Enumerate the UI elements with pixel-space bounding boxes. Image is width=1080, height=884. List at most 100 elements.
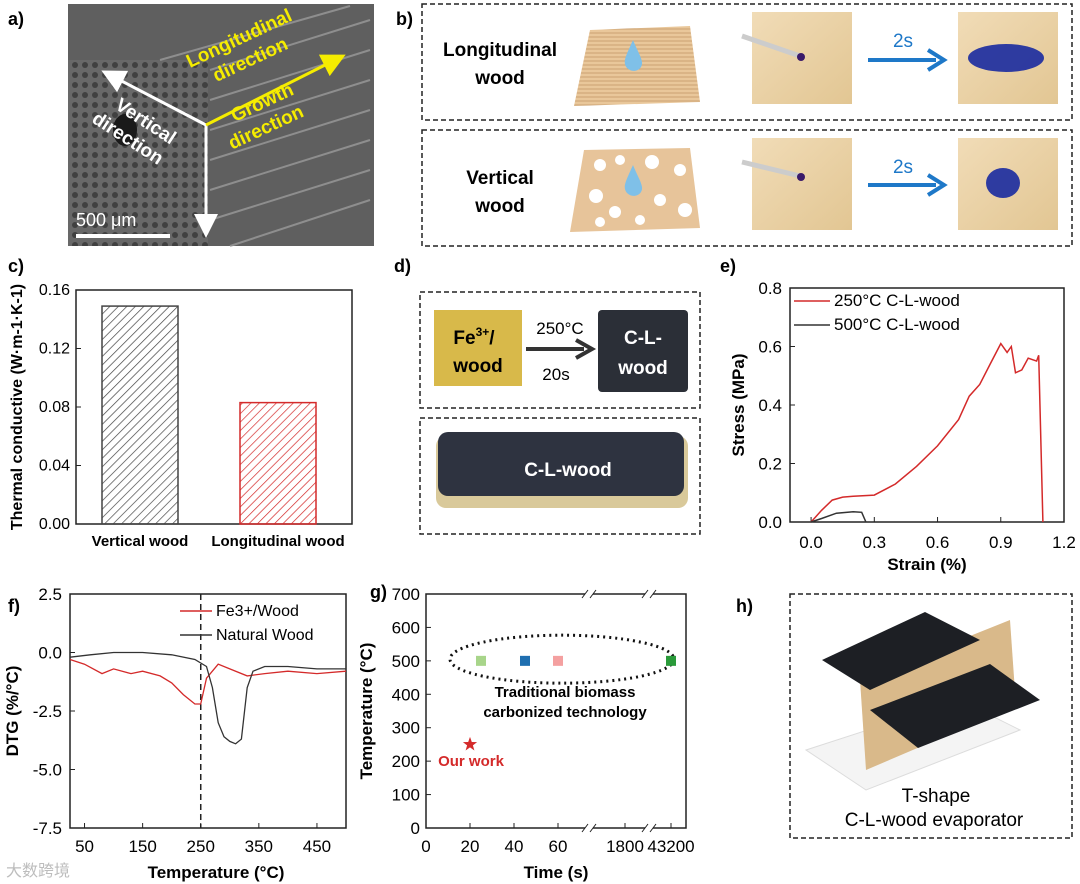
water-drop-icon-2	[624, 165, 643, 196]
square-marker-3	[666, 655, 676, 666]
series-line-e-0	[810, 342, 1044, 523]
fe-wood-sample	[434, 310, 522, 386]
vertical-photo-before	[752, 138, 852, 230]
chart-g: g) 0 100 200 300 400 500 600 700 0 20 40 60 1800 4320…	[357, 582, 695, 882]
water-drop-icon	[624, 40, 643, 71]
cl-wood-sheet-bottom	[870, 664, 1040, 748]
y-tick-label-e: 0.4	[758, 396, 782, 415]
evaporator-caption: T-shape C-L-wood evaporator	[845, 786, 1024, 831]
legend-label-f-1: Natural Wood	[216, 627, 314, 644]
x-tick-label-f: 250	[187, 837, 215, 856]
x-tick-label-f: 150	[128, 837, 156, 856]
y-tick-label-g: 200	[392, 752, 420, 771]
x-tick-label-e: 0.3	[862, 533, 886, 552]
process-box	[419, 291, 701, 409]
chart-c: c) 0.00 0.04 0.08 0.12 0.16 Vertical wood Long…	[8, 256, 353, 550]
square-marker-2	[553, 655, 563, 666]
x-tick-label-g: 43200	[647, 837, 694, 856]
y-tick-label-g: 700	[392, 585, 420, 604]
fe-wood-label: Fe3+/wood	[452, 325, 503, 377]
square-marker-1	[520, 655, 530, 666]
wetting-box-vertical	[421, 129, 1073, 247]
panel-label-d: d)	[394, 256, 411, 276]
legend-label-f-0: Fe3+/Wood	[216, 603, 299, 620]
our-work-label: Our work	[438, 753, 505, 770]
y-tick-label-g: 400	[392, 685, 420, 704]
panel-label-f: f)	[8, 596, 20, 616]
axis-break-top-0	[585, 590, 593, 598]
chart-f: f) 2.5 0.0 -2.5 -5.0 -7.5 50 150 250 350 450 Fe3+/…	[3, 585, 347, 882]
plot-frame-g	[425, 593, 687, 829]
chart-e: e) 0.0 0.2 0.4 0.6 0.8 0.0 0.3 0.6 0.9 1.2 250°C C…	[720, 256, 1076, 574]
sem-fibers	[159, 5, 371, 247]
cl-wood-sample	[598, 310, 688, 392]
star-marker	[462, 736, 478, 751]
x-tick-label-g: 1800	[606, 837, 644, 856]
process-temperature: 250°C	[536, 319, 583, 338]
panel-b: b) Longitudinal wood Vertical wood 2s 2s	[396, 3, 1073, 247]
panel-label-c: c)	[8, 256, 24, 276]
ink-spread-vertical	[986, 168, 1020, 198]
pipette-icon	[741, 33, 801, 59]
y-axis-label-e: Stress (MPa)	[729, 354, 748, 457]
panel-label-h: h)	[736, 596, 753, 616]
sem-pore	[113, 114, 137, 146]
vertical-direction-arrow	[101, 70, 207, 127]
vertical-wood-label: Vertical wood	[466, 168, 534, 217]
traditional-annotation: Traditional biomass carbonized technology	[483, 684, 647, 721]
y-tick-label-c: 0.16	[39, 282, 70, 299]
y-tick-label-g: 600	[392, 618, 420, 637]
x-tick-label-f: 450	[303, 837, 331, 856]
panel-d: d) Fe3+/wood 250°C 20s C-L-wood C-L-wood	[394, 256, 701, 535]
wetting-box-longitudinal	[421, 3, 1073, 121]
break-mark-top-0	[581, 589, 597, 599]
break-mark-bottom-0	[581, 823, 597, 833]
x-tick-label-e: 0.6	[926, 533, 950, 552]
x-tick-label-g: 0	[421, 837, 430, 856]
cl-wood-label: C-L-wood	[617, 328, 668, 379]
ink-spread-longitudinal	[968, 44, 1044, 72]
series-line-f-1	[69, 651, 346, 745]
bar-0	[101, 305, 179, 525]
panel-h: h) T-shape C-L-wood evaporator	[736, 593, 1073, 839]
break-mark-top-1	[641, 589, 657, 599]
x-tick-label-g: 20	[461, 837, 480, 856]
panel-label-a: a)	[8, 9, 24, 29]
scale-label: 500 μm	[76, 210, 136, 230]
process-time: 20s	[542, 365, 569, 384]
panel-a: a) Longitudinaldirection Growthdirection…	[8, 4, 374, 247]
panel-label-g: g)	[370, 582, 387, 602]
vertical-wood-pores	[589, 155, 692, 227]
watermark: 大数跨境	[6, 861, 70, 880]
x-axis-label-f: Temperature (°C)	[148, 863, 285, 882]
time-label-1: 2s	[893, 31, 913, 52]
photo-box	[419, 417, 701, 535]
y-tick-label-g: 500	[392, 652, 420, 671]
y-axis-label-c: Thermal conductive (W·m-1·K-1)	[9, 284, 26, 530]
square-marker-0	[476, 655, 486, 666]
axis-break-top-1	[645, 590, 653, 598]
longitudinal-wood-label: Longitudinal wood	[443, 40, 557, 89]
panel-label-e: e)	[720, 256, 736, 276]
cl-wood-sheet-top	[822, 612, 980, 690]
x-axis-label-g: Time (s)	[524, 863, 589, 882]
series-line-f-0	[69, 658, 347, 705]
time-label-2: 2s	[893, 157, 913, 178]
y-tick-label-e: 0.6	[758, 338, 782, 357]
y-tick-label-f: 2.5	[38, 585, 62, 604]
x-tick-label-g: 60	[549, 837, 568, 856]
y-tick-label-e: 0.2	[758, 455, 782, 474]
cl-wood-top	[438, 432, 684, 496]
y-tick-label-e: 0.0	[758, 513, 782, 532]
y-tick-label-c: 0.04	[39, 458, 70, 475]
pipette-icon-2	[741, 159, 801, 179]
x-tick-label-e: 0.0	[799, 533, 823, 552]
x-tick-label-f: 50	[75, 837, 94, 856]
legend-label-e-0: 250°C C-L-wood	[834, 291, 960, 310]
evaporator-box	[789, 593, 1073, 839]
panel-label-b: b)	[396, 9, 413, 29]
y-tick-label-c: 0.08	[39, 399, 70, 416]
y-tick-label-c: 0.00	[39, 516, 70, 533]
x-tick-label-e: 0.9	[989, 533, 1013, 552]
